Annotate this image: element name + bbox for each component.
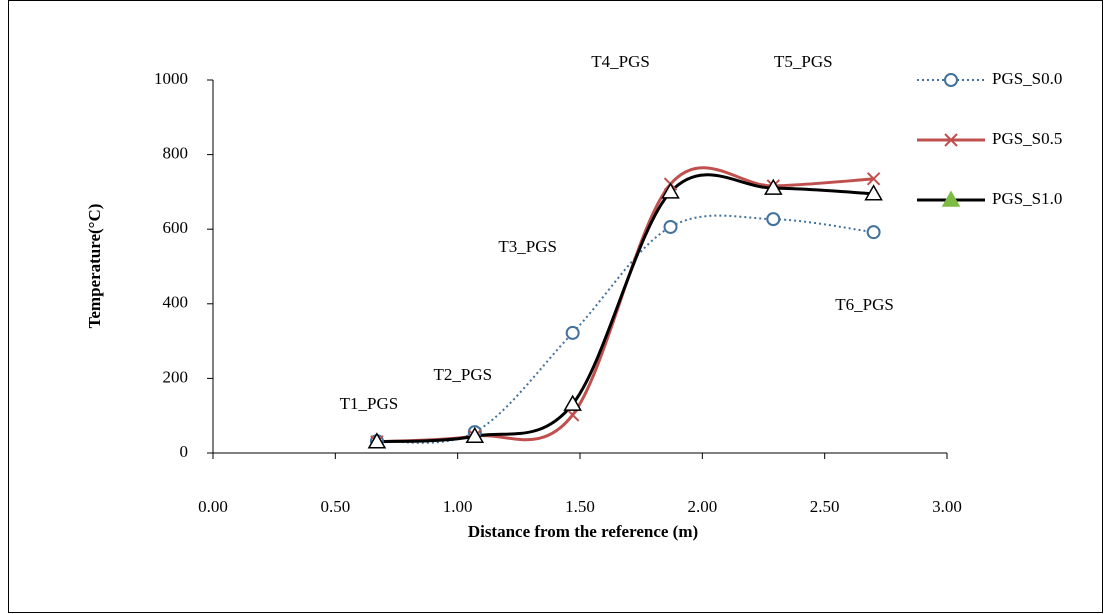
y-tick-label: 1000 xyxy=(154,69,188,88)
data-point xyxy=(367,432,387,449)
data-point xyxy=(563,394,582,411)
data-point xyxy=(866,172,881,186)
legend-marker xyxy=(941,190,961,207)
x-axis-label: Distance from the reference (m) xyxy=(468,522,698,541)
annotation: T3_PGS xyxy=(498,237,557,256)
y-tick-label: 0 xyxy=(180,442,189,461)
data-point xyxy=(763,178,783,195)
x-tick-label: 0.50 xyxy=(320,497,350,516)
data-point xyxy=(565,408,580,422)
data-point xyxy=(565,325,580,340)
data-point xyxy=(661,182,680,199)
x-tick-label: 1.00 xyxy=(443,497,473,516)
annotation: T2_PGS xyxy=(434,365,493,384)
annotation: T4_PGS xyxy=(591,52,650,71)
legend-label: PGS_S0.5 xyxy=(992,129,1062,148)
annotation: T6_PGS xyxy=(835,295,894,314)
legend-label: PGS_S0.0 xyxy=(992,69,1062,88)
x-tick-label: 2.50 xyxy=(810,497,840,516)
y-tick-label: 200 xyxy=(163,367,189,386)
y-tick-label: 400 xyxy=(163,293,189,312)
data-point xyxy=(866,225,881,240)
y-tick-label: 600 xyxy=(163,218,189,237)
annotation: T5_PGS xyxy=(774,52,833,71)
data-point xyxy=(766,212,781,227)
legend-marker xyxy=(944,133,958,147)
annotation: T1_PGS xyxy=(340,394,399,413)
y-tick-label: 800 xyxy=(163,144,189,163)
data-point xyxy=(663,219,678,234)
data-point xyxy=(864,184,883,201)
data-point xyxy=(465,426,485,443)
chart-frame xyxy=(8,0,1103,613)
legend-label: PGS_S1.0 xyxy=(992,189,1062,208)
x-tick-label: 1.50 xyxy=(565,497,595,516)
y-axis-label: Temperature(°C) xyxy=(85,204,104,329)
x-tick-label: 3.00 xyxy=(932,497,962,516)
x-tick-label: 2.00 xyxy=(687,497,717,516)
legend-marker xyxy=(944,73,958,87)
x-tick-label: 0.00 xyxy=(198,497,228,516)
